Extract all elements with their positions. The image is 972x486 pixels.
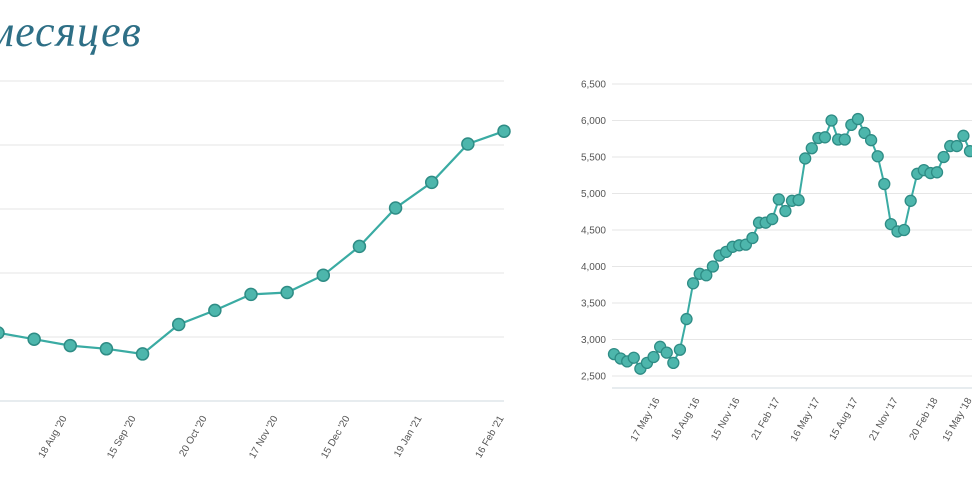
data-point [27,332,41,346]
data-point [950,139,963,153]
x-tick-label: 15 Aug '17 [828,396,861,443]
data-point [871,150,884,163]
data-point [825,114,838,127]
series-line [613,117,971,371]
y-tick-label: 5,500 [581,153,606,164]
data-point [0,326,5,340]
y-tick-label: 4,500 [581,226,606,237]
y-tick-label: 6,000 [581,116,606,127]
data-point [904,194,917,207]
data-point [766,212,779,226]
x-tick-label: 15 Nov '16 [709,396,742,443]
data-point [647,350,660,364]
data-point [660,346,673,359]
data-point [878,177,891,191]
data-point [706,260,720,273]
x-tick-label: 21 Nov '17 [867,396,900,443]
data-point [208,303,222,318]
data-point [667,356,680,370]
data-point [851,112,865,126]
data-point [63,338,78,353]
left-line-chart: 18 Aug '20 15 Sep '20 20 Oct '20 17 Nov '20… [0,80,511,461]
data-point [805,142,818,155]
data-point [171,317,186,332]
y-tick-label: 4,000 [581,262,606,273]
data-point [316,268,331,282]
y-tick-label: 5,000 [581,189,606,200]
y-tick-label: 2,500 [581,372,606,383]
data-point [864,134,878,147]
data-point [135,347,150,361]
page-title: месяцев [0,7,142,56]
data-point [244,287,258,302]
data-point [686,277,700,290]
y-tick-label: 3,000 [581,335,606,346]
data-point [963,145,972,158]
data-point [680,312,693,326]
y-tick-label: 3,500 [581,299,606,310]
x-tick-label: 15 May '18 [941,396,972,444]
x-tick-label: 16 May '17 [789,396,823,444]
data-point [897,223,911,237]
x-tick-label: 21 Feb '17 [750,396,783,443]
x-tick-label: 17 May '16 [629,396,663,444]
y-tick-label: 6,500 [581,80,606,91]
data-point [772,193,785,206]
data-point [673,343,687,356]
data-point [280,285,294,300]
x-tick-label: 16 Aug '16 [670,396,703,443]
data-point [818,131,832,144]
data-point [779,204,792,218]
data-point [937,150,950,164]
data-point [838,133,851,146]
data-point [792,193,805,207]
data-point [388,201,403,215]
data-point [746,231,759,245]
data-point [799,152,812,165]
data-point [99,342,114,356]
data-point [497,124,511,138]
x-tick-label: 20 Feb '18 [908,396,941,443]
data-point [957,129,970,142]
data-point [930,166,944,179]
data-point [700,269,713,282]
data-point [627,351,640,364]
data-point [461,137,475,151]
data-point [424,175,439,190]
data-point [352,239,367,254]
